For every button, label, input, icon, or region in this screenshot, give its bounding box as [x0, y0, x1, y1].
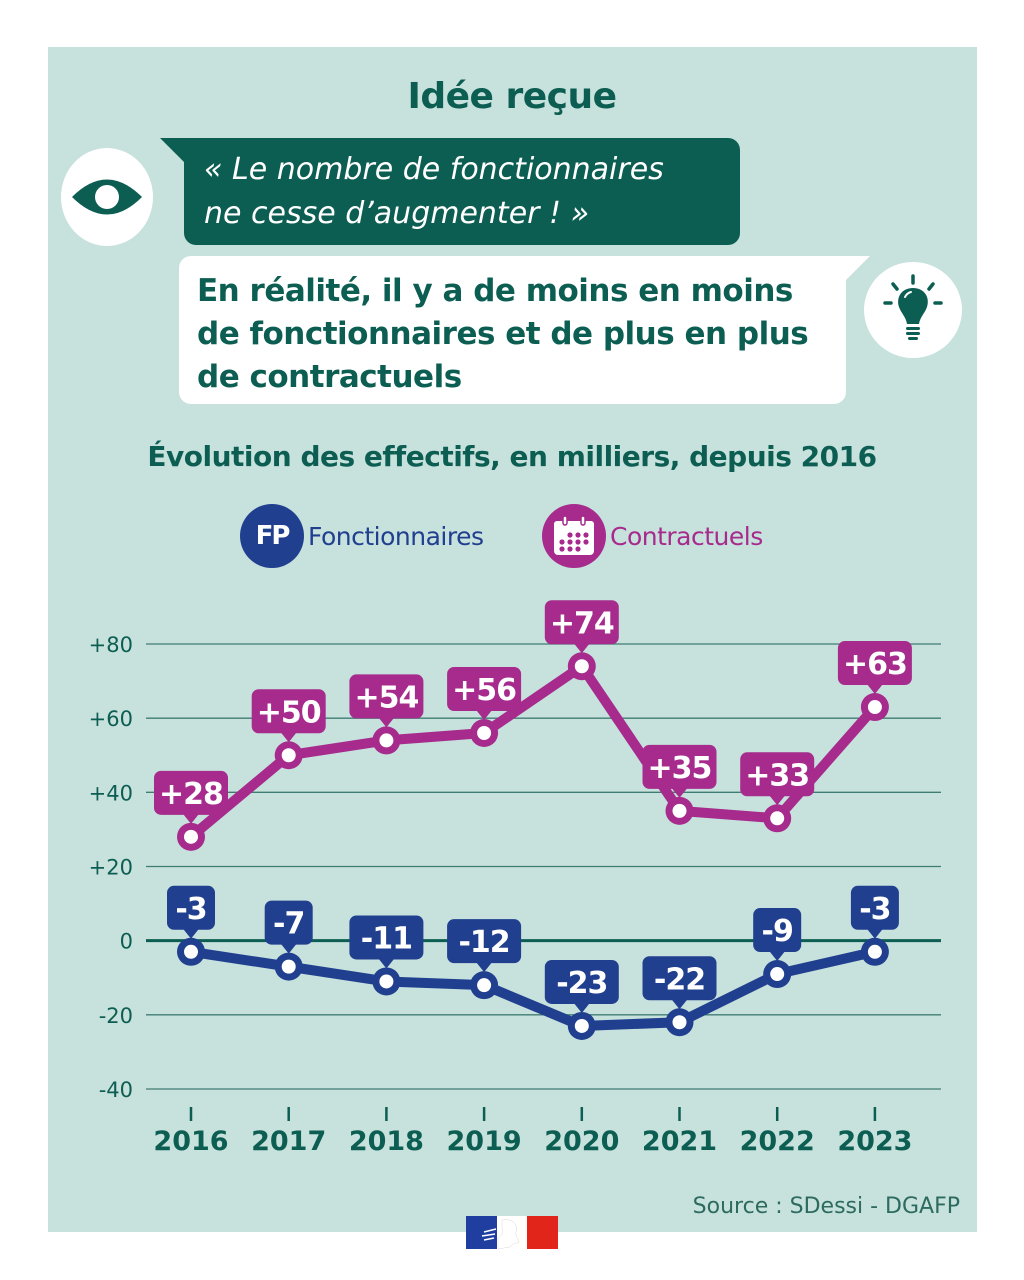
data-point-contractuels — [860, 693, 889, 722]
data-label-text: +74 — [550, 606, 614, 641]
data-label-contractuels: +54 — [349, 674, 424, 728]
data-label-contractuels: +35 — [642, 744, 717, 798]
data-label-contractuels: +56 — [447, 667, 522, 720]
data-label-text: +50 — [257, 695, 321, 730]
data-label-contractuels: +28 — [154, 770, 228, 824]
data-point-contractuels — [177, 822, 205, 851]
data-label-fonctionnaires: -23 — [544, 959, 619, 1013]
data-label-fonctionnaires: -7 — [264, 900, 313, 954]
data-label-text: -3 — [175, 892, 206, 927]
fact-icon-badge — [864, 262, 962, 358]
data-label-text: +56 — [452, 673, 516, 708]
data-label-fonctionnaires: -12 — [447, 919, 522, 973]
series-line-fonctionnaires — [186, 946, 880, 1031]
myth-line-1: « Le nombre de fonctionnaires — [204, 152, 664, 187]
data-point-fonctionnaires — [665, 1008, 694, 1037]
data-label-text: +35 — [648, 751, 712, 786]
data-label-text: -23 — [556, 966, 607, 1001]
data-label-text: +28 — [159, 777, 223, 812]
data-label-contractuels: +74 — [544, 600, 619, 654]
data-label-fonctionnaires: -3 — [167, 885, 215, 939]
y-tick-label: +20 — [89, 856, 133, 880]
y-tick-label: +80 — [89, 633, 133, 657]
myth-icon-badge — [61, 148, 153, 246]
fact-line-3: de contractuels — [197, 359, 462, 395]
data-label-text: -12 — [458, 925, 509, 960]
data-point-fonctionnaires — [860, 937, 889, 966]
data-label-contractuels: +63 — [837, 641, 912, 695]
data-label-contractuels: +50 — [251, 689, 326, 743]
data-label-text: -3 — [859, 892, 890, 927]
calendar-icon — [554, 515, 594, 555]
contractuels-badge — [542, 504, 606, 568]
page-title: Idée reçue — [407, 76, 617, 117]
data-label-text: -22 — [654, 962, 705, 997]
x-tick-label: 2023 — [837, 1126, 912, 1157]
source-note: Source : SDessi - DGAFP — [692, 1194, 960, 1219]
x-tick-label: 2020 — [544, 1126, 619, 1157]
data-label-fonctionnaires: -9 — [753, 908, 802, 962]
data-point-fonctionnaires — [274, 952, 303, 981]
y-tick-label: +40 — [89, 781, 133, 805]
x-tick-label: 2016 — [153, 1126, 228, 1157]
data-label-text: +63 — [843, 647, 907, 682]
chart-legend: FP Fonctionnaires Contractuels — [0, 504, 1024, 568]
y-axis-ticks: +80 +60 +40 +20 0 -20 -40 — [89, 633, 133, 1102]
x-tick-label: 2022 — [740, 1126, 815, 1157]
myth-bubble: « Le nombre de fonctionnaires ne cesse d… — [184, 138, 740, 245]
fp-badge-icon: FP — [240, 504, 304, 568]
marianne-logo — [466, 1216, 558, 1249]
data-point-fonctionnaires — [567, 1011, 596, 1040]
x-axis-ticks: 2016 2017 2018 2019 2020 2021 2022 2023 — [153, 1107, 912, 1157]
chart-title: Évolution des effectifs, en milliers, de… — [147, 440, 877, 473]
series-line-contractuels — [186, 661, 880, 842]
data-label-layer: +28 +50 +54 +56 +74 +35 +33 +63 -3 -7 -11 -12 -23 -22… — [154, 600, 912, 1013]
data-label-text: -11 — [361, 921, 412, 956]
legend-label-contractuels: Contractuels — [610, 521, 763, 551]
x-tick-label: 2017 — [251, 1126, 326, 1157]
data-point-fonctionnaires — [763, 960, 792, 989]
line-chart: +80 +60 +40 +20 0 -20 -40 2016 2017 2018 2019 2020… — [89, 600, 941, 1157]
data-point-contractuels — [274, 741, 303, 770]
data-point-contractuels — [372, 726, 401, 755]
data-label-contractuels: +33 — [740, 752, 815, 806]
data-label-text: +33 — [745, 758, 809, 793]
myth-line-2: ne cesse d’augmenter ! » — [204, 196, 590, 231]
data-label-text: -9 — [762, 914, 793, 949]
legend-item-contractuels: Contractuels — [542, 504, 763, 568]
data-point-fonctionnaires — [372, 967, 401, 996]
fact-bubble: En réalité, il y a de moins en moins de … — [179, 256, 846, 404]
data-label-text: -7 — [273, 907, 304, 942]
fact-line-2: de fonctionnaires et de plus en plus — [197, 316, 809, 352]
series-layer — [177, 652, 889, 1040]
data-label-fonctionnaires: -22 — [642, 956, 717, 1010]
data-label-fonctionnaires: -3 — [850, 885, 899, 939]
data-point-fonctionnaires — [470, 971, 499, 1000]
y-tick-label: -40 — [99, 1078, 133, 1102]
legend-label-fonctionnaires: Fonctionnaires — [308, 521, 484, 551]
fact-line-1: En réalité, il y a de moins en moins — [197, 273, 793, 309]
legend-item-fonctionnaires: FP Fonctionnaires — [240, 504, 484, 568]
data-label-fonctionnaires: -11 — [349, 915, 424, 969]
data-point-contractuels — [665, 796, 694, 825]
data-point-contractuels — [567, 652, 596, 681]
x-tick-label: 2019 — [447, 1126, 522, 1157]
eye-icon — [72, 179, 142, 215]
x-tick-label: 2021 — [642, 1126, 717, 1157]
y-tick-label: +60 — [89, 707, 133, 731]
y-tick-label: 0 — [120, 930, 133, 954]
data-label-text: +54 — [354, 680, 418, 715]
data-point-fonctionnaires — [177, 937, 205, 966]
data-point-contractuels — [470, 719, 499, 747]
x-tick-label: 2018 — [349, 1126, 424, 1157]
y-tick-label: -20 — [99, 1004, 133, 1028]
data-point-contractuels — [763, 804, 792, 833]
lightbulb-icon — [883, 274, 943, 340]
